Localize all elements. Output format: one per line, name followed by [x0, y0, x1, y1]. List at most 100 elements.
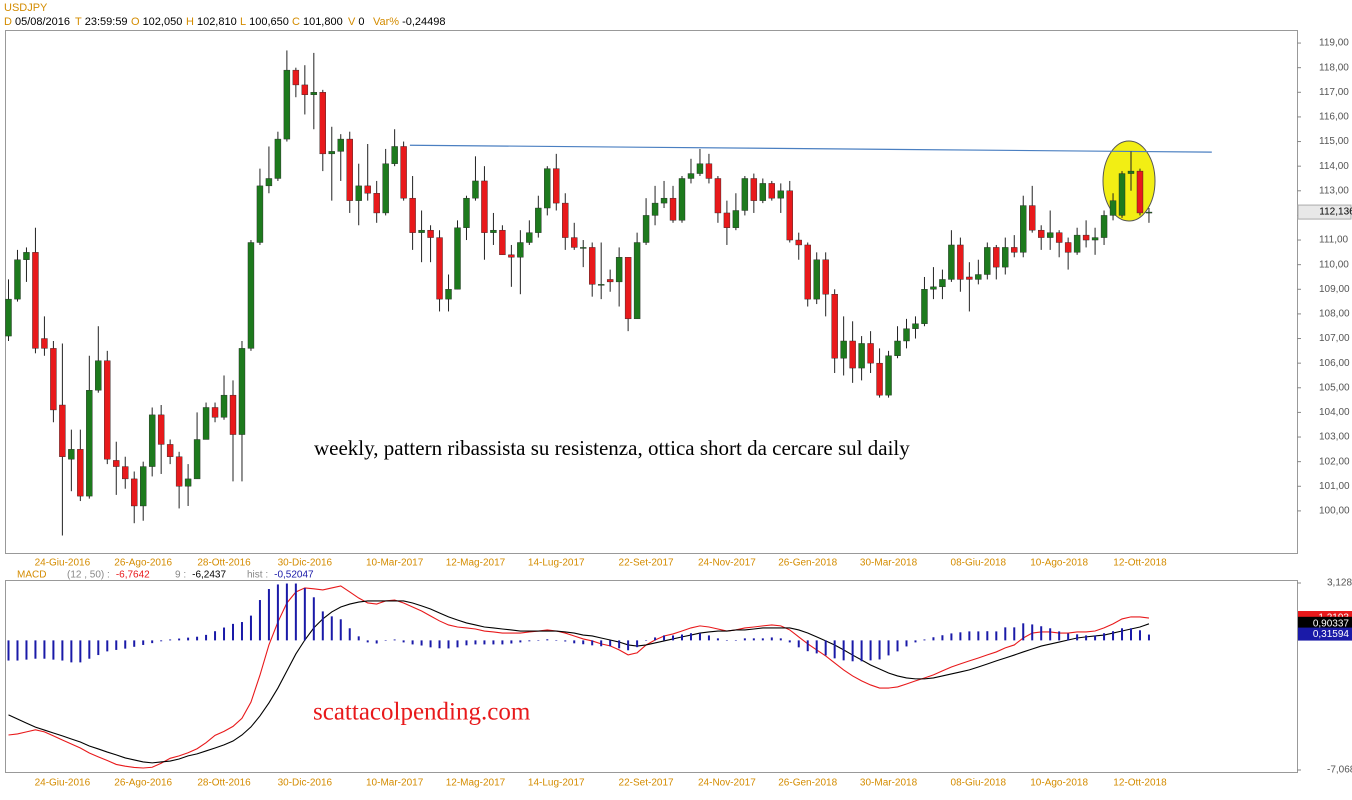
candle-body	[589, 247, 596, 285]
histogram-bar	[52, 640, 55, 660]
last-value-label: 0,90337	[1313, 618, 1350, 629]
histogram-bar	[420, 640, 423, 646]
candle-body	[400, 146, 407, 199]
histogram-bar	[429, 640, 432, 648]
x-tick-label: 12-Mag-2017	[446, 778, 506, 789]
candle-body	[1136, 170, 1144, 214]
histogram-bar	[833, 640, 836, 659]
candle-body	[481, 180, 488, 233]
candle-body	[113, 460, 120, 467]
histogram-bar	[618, 640, 621, 649]
histogram-bar	[43, 640, 46, 659]
macd-legend-label: hist :	[247, 570, 268, 581]
histogram-bar	[375, 640, 378, 644]
candle-body	[912, 323, 919, 329]
y-tick-label: 3,1289	[1327, 578, 1352, 589]
macd-marks	[7, 583, 1150, 769]
histogram-bar	[1022, 623, 1025, 641]
histogram-bar	[1130, 628, 1132, 641]
header-value: 100,650	[249, 16, 289, 28]
histogram-bar	[70, 640, 73, 663]
candle-body	[1020, 205, 1027, 253]
candle-body	[1145, 211, 1153, 214]
macd-title: MACD	[17, 570, 46, 581]
histogram-bar	[546, 639, 549, 641]
histogram-bar	[1103, 633, 1106, 641]
price-panel	[5, 30, 1298, 554]
histogram-bar	[142, 640, 145, 645]
histogram-bar	[968, 631, 971, 641]
candle-body	[14, 259, 21, 300]
x-tick-label: 28-Ott-2016	[197, 558, 251, 569]
histogram-bar	[7, 640, 10, 661]
x-tick-label: 24-Nov-2017	[698, 778, 756, 789]
candle-body	[1073, 234, 1081, 253]
histogram-bar	[752, 638, 755, 641]
histogram-bar	[258, 600, 261, 641]
candle-body	[660, 197, 668, 204]
y-tick-label: 119,00	[1319, 38, 1349, 49]
y-tick-label: 104,00	[1319, 407, 1350, 418]
candle-body	[238, 348, 246, 435]
x-tick-label: 10-Mar-2017	[366, 778, 424, 789]
histogram-bar	[160, 640, 163, 642]
candle-body	[903, 328, 910, 342]
macd-line	[8, 600, 1150, 764]
header-key: Var%	[373, 16, 399, 28]
x-tick-label: 30-Mar-2018	[860, 558, 918, 569]
histogram-bar	[573, 640, 576, 644]
candle-body	[750, 178, 758, 201]
candle-body	[148, 414, 156, 467]
histogram-bar	[689, 633, 692, 641]
candle-body	[921, 289, 928, 324]
candle-body	[867, 343, 874, 364]
histogram-bar	[124, 640, 127, 649]
x-tick-label: 24-Giu-2016	[35, 778, 91, 789]
last-value-label: 0,31594	[1313, 629, 1350, 640]
candle-body	[741, 178, 749, 211]
last-price-label: 112,136	[1319, 207, 1352, 218]
histogram-bar	[106, 640, 109, 652]
candle-body	[104, 360, 111, 460]
header-fields: D 05/08/2016 T 23:59:59 O 102,050 H 102,810 L 100…	[4, 16, 446, 28]
histogram-bar	[196, 636, 199, 641]
header-value: 102,810	[197, 16, 237, 28]
candle-body	[256, 185, 264, 243]
candle-body	[597, 284, 605, 286]
histogram-bar	[492, 640, 495, 645]
histogram-bar	[860, 640, 863, 662]
header-key: V	[348, 16, 356, 28]
candle-body	[427, 229, 434, 238]
candle-body	[41, 338, 48, 349]
candle-body	[1118, 173, 1126, 216]
histogram-bar	[564, 640, 567, 642]
candle-body	[696, 163, 704, 174]
candle-body	[220, 394, 228, 418]
histogram-bar	[770, 637, 773, 641]
axes: 100,00 101,00 102,00 103,00 104,00 105,00 106,…	[17, 38, 1352, 789]
histogram-bar	[178, 638, 181, 641]
candle-body	[849, 340, 856, 369]
histogram-bar	[887, 640, 890, 656]
histogram-bar	[1013, 627, 1016, 641]
histogram-bar	[842, 640, 845, 661]
candle-body	[786, 190, 793, 241]
candle-body	[337, 138, 344, 152]
histogram-bar	[743, 638, 746, 641]
histogram-bar	[824, 640, 827, 656]
header-value: -0,24498	[402, 16, 445, 28]
histogram-bar	[654, 637, 657, 641]
resistance-line	[409, 144, 1212, 153]
candle-body	[346, 138, 353, 201]
candle-body	[993, 247, 1000, 268]
y-tick-label: 115,00	[1319, 136, 1349, 147]
candle-body	[687, 173, 695, 179]
histogram-bar	[923, 639, 926, 641]
candle-body	[813, 259, 820, 300]
candle-body	[544, 168, 551, 209]
candle-body	[1037, 229, 1045, 238]
histogram-bar	[187, 637, 190, 641]
histogram-bar	[797, 640, 800, 648]
candle-body	[642, 215, 650, 243]
candle-body	[957, 244, 964, 280]
